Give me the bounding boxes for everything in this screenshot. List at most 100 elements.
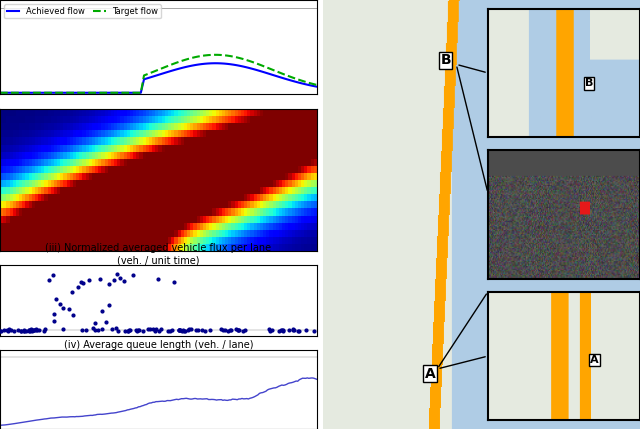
Point [0, 327, 10, 334]
Point [115, 275, 125, 281]
Point [234, 326, 244, 333]
Point [289, 326, 299, 333]
Point [64, 305, 74, 312]
Title: (iii) Normalized averaged vehicle flux per lane
(veh. / unit time): (iii) Normalized averaged vehicle flux p… [45, 243, 271, 265]
Point [97, 325, 107, 332]
Line: Target flow: Target flow [0, 55, 317, 93]
Point [138, 328, 148, 335]
Achieved flow [300, 82, 308, 87]
Target flow [291, 76, 298, 81]
Point [150, 328, 160, 335]
Point [143, 326, 154, 333]
Point [31, 327, 42, 334]
Point [205, 327, 215, 334]
Point [167, 326, 177, 333]
Achieved flow [313, 84, 321, 89]
Point [164, 328, 175, 335]
Point [88, 325, 98, 332]
Point [227, 327, 237, 334]
Target flow [57, 90, 65, 95]
Point [174, 326, 184, 333]
Achieved flow [57, 90, 65, 95]
Point [183, 326, 193, 333]
Point [223, 327, 233, 334]
Point [173, 326, 184, 333]
Point [97, 308, 107, 315]
Point [177, 328, 188, 335]
Point [292, 327, 303, 334]
Point [67, 288, 77, 295]
Point [4, 326, 15, 332]
Point [51, 295, 61, 302]
Point [134, 326, 144, 333]
Point [31, 326, 41, 332]
Achieved flow [291, 79, 298, 84]
Point [77, 326, 88, 333]
Point [276, 326, 287, 333]
Point [145, 326, 156, 333]
Point [169, 278, 179, 285]
Point [131, 326, 141, 333]
Point [179, 328, 189, 335]
Point [3, 327, 13, 334]
Point [238, 328, 248, 335]
Achieved flow [159, 71, 167, 76]
Point [175, 326, 185, 333]
Point [90, 326, 100, 333]
Point [200, 328, 210, 335]
Point [25, 328, 35, 335]
Point [73, 284, 83, 290]
Point [113, 327, 124, 334]
Point [154, 327, 164, 334]
Point [16, 328, 26, 335]
Target flow [159, 65, 167, 70]
Point [19, 327, 29, 334]
Title: (iv) Average queue length (veh. / lane): (iv) Average queue length (veh. / lane) [63, 340, 253, 350]
Point [27, 327, 37, 334]
Point [264, 326, 274, 332]
Point [109, 276, 119, 283]
Point [49, 317, 60, 324]
Point [278, 327, 288, 334]
Point [118, 278, 129, 284]
Point [15, 327, 26, 334]
Point [49, 310, 60, 317]
Point [288, 326, 298, 333]
Point [276, 326, 287, 333]
Point [68, 311, 78, 318]
Point [107, 326, 117, 332]
Point [58, 305, 68, 312]
Point [48, 272, 58, 279]
Point [216, 326, 227, 333]
Text: B: B [440, 53, 451, 67]
Point [111, 324, 121, 331]
Target flow [313, 82, 321, 88]
Point [191, 326, 201, 333]
Point [193, 326, 203, 333]
Point [125, 326, 135, 333]
Point [104, 281, 114, 288]
Target flow [70, 90, 77, 95]
Point [225, 327, 235, 334]
Point [104, 302, 115, 308]
Point [13, 326, 23, 333]
Point [112, 271, 122, 278]
Point [151, 325, 161, 332]
Legend: Achieved flow, Target flow: Achieved flow, Target flow [4, 4, 161, 18]
Point [58, 326, 68, 332]
Achieved flow [211, 60, 218, 66]
Point [95, 275, 105, 282]
Point [184, 326, 195, 332]
Point [240, 327, 250, 334]
Point [29, 326, 40, 333]
Point [197, 326, 207, 333]
Target flow [300, 79, 308, 84]
Achieved flow [185, 64, 193, 69]
Point [19, 327, 29, 334]
Point [44, 277, 54, 284]
Point [93, 327, 103, 334]
Point [301, 326, 311, 333]
Target flow [0, 90, 4, 95]
Point [309, 327, 319, 334]
Point [231, 326, 241, 333]
